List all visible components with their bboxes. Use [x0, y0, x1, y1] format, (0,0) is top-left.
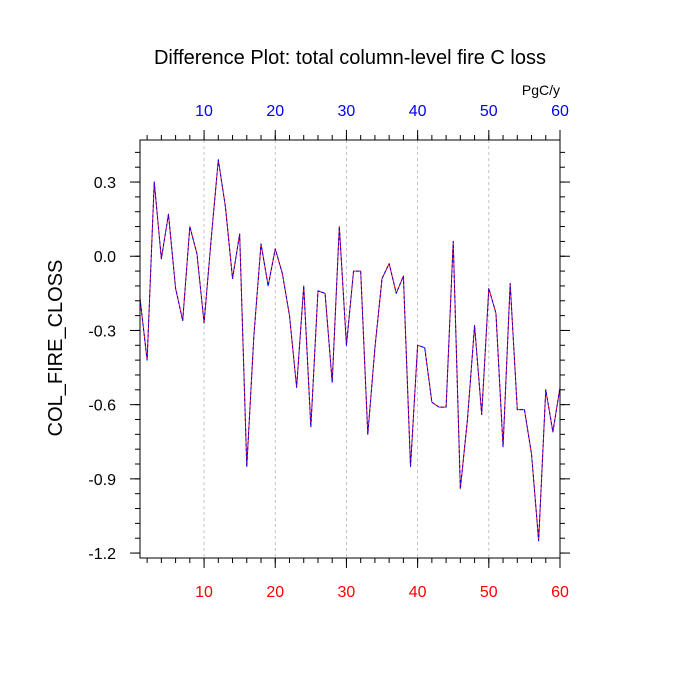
x-tick-label: 50	[480, 584, 498, 601]
chart-title: Difference Plot: total column-level fire…	[154, 47, 546, 69]
plot-frame	[140, 140, 560, 558]
y-tick-label: -0.3	[88, 323, 116, 340]
x-tick-label-top: 50	[480, 103, 498, 120]
y-tick-label: -0.6	[88, 398, 116, 415]
x-tick-label: 20	[266, 584, 284, 601]
series-line-2	[140, 160, 560, 541]
x-tick-label-top: 60	[551, 103, 569, 120]
x-tick-label: 30	[338, 584, 356, 601]
y-tick-label: 0.3	[94, 175, 116, 192]
y-tick-label: -0.9	[88, 472, 116, 489]
units-label: PgC/y	[522, 82, 560, 98]
x-tick-label: 60	[551, 584, 569, 601]
x-tick-label-top: 30	[338, 103, 356, 120]
y-tick-label: 0.0	[94, 249, 116, 266]
x-tick-label-top: 20	[266, 103, 284, 120]
data-series	[140, 160, 560, 541]
x-tick-label-top: 10	[195, 103, 213, 120]
grid-lines	[204, 140, 489, 558]
x-tick-label-top: 40	[409, 103, 427, 120]
series-line-1	[140, 160, 560, 541]
y-axis-title: COL_FIRE_CLOSS	[45, 260, 67, 437]
chart: Difference Plot: total column-level fire…	[0, 0, 700, 700]
x-tick-label: 10	[195, 584, 213, 601]
x-tick-label: 40	[409, 584, 427, 601]
y-tick-label: -1.2	[88, 546, 116, 563]
